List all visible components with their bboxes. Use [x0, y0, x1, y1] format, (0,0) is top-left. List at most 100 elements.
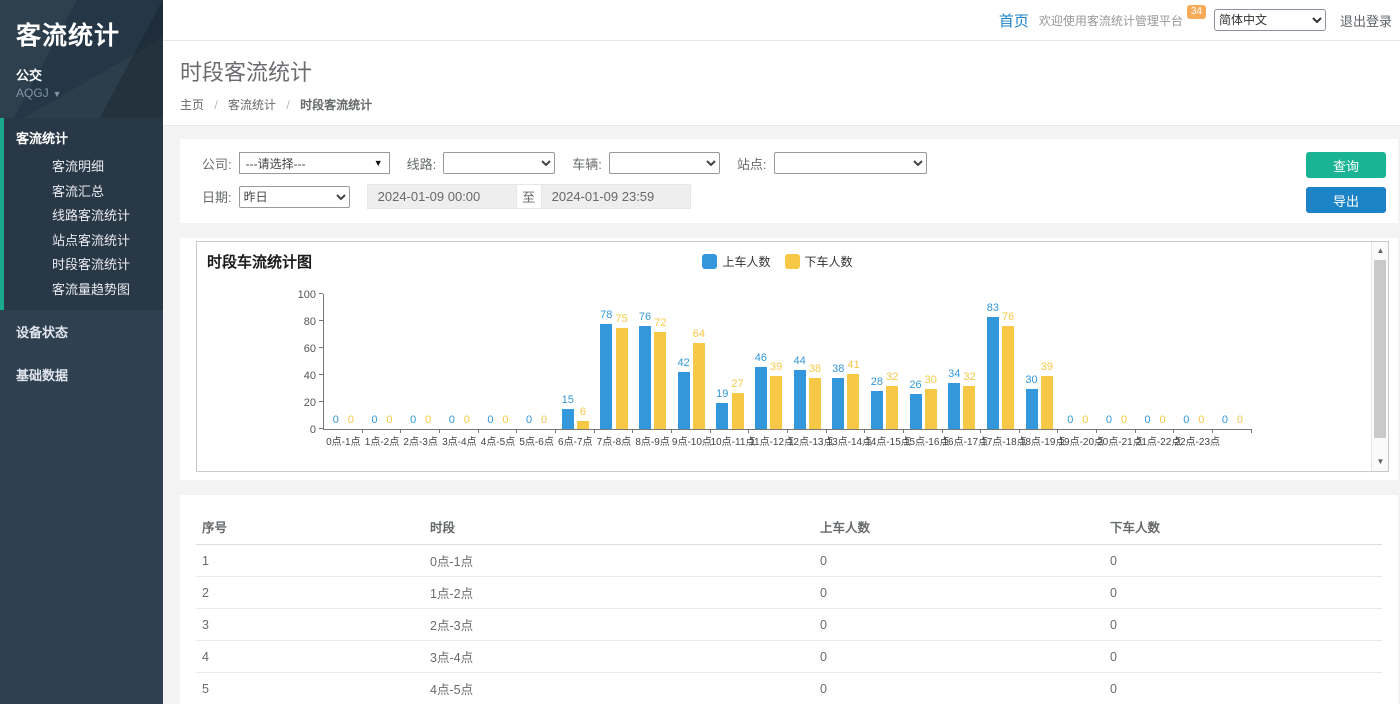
bar[interactable]: [909, 393, 922, 429]
bar[interactable]: [731, 392, 744, 429]
end-date-input[interactable]: [540, 184, 691, 209]
breadcrumb-separator: /: [214, 98, 218, 112]
time-period-table: 序号 时段 上车人数 下车人数 1 0点-1点 0 0 2 1点-2点 0 0 3 2点-3点 0 0…: [196, 509, 1382, 704]
scroll-down-icon[interactable]: ▼: [1376, 457, 1385, 466]
bar[interactable]: [963, 385, 976, 429]
company-select[interactable]: ---请选择--- ▼: [238, 152, 390, 174]
bar-value-label: 0: [541, 414, 548, 426]
bar-value-label: 6: [579, 405, 586, 418]
bar[interactable]: [832, 377, 845, 429]
bar-value-label: 0: [1183, 414, 1190, 426]
legend-item[interactable]: 下车人数: [784, 253, 853, 270]
bar-value-label: 34: [948, 368, 961, 381]
bar[interactable]: [638, 326, 651, 429]
bar-column: 32: [886, 371, 898, 429]
chart-scrollbar[interactable]: ▲ ▼: [1371, 242, 1388, 471]
cell-period: 1点-2点: [424, 576, 814, 609]
table-panel: 序号 时段 上车人数 下车人数 1 0点-1点 0 0 2 1点-2点 0 0 3 2点-3点 0 0…: [180, 495, 1398, 704]
bar[interactable]: [654, 331, 667, 429]
language-select[interactable]: 简体中文: [1213, 9, 1326, 31]
bar-group: 26 30: [904, 294, 943, 429]
station-select[interactable]: [773, 152, 927, 174]
bar[interactable]: [677, 372, 690, 429]
vehicle-label: 车辆:: [572, 156, 602, 172]
table-row[interactable]: 2 1点-2点 0 0: [196, 576, 1382, 609]
bar-value-label: 0: [1105, 414, 1113, 426]
bar[interactable]: [847, 373, 860, 429]
home-link[interactable]: 首页: [998, 12, 1029, 30]
bar[interactable]: [1040, 376, 1053, 429]
bar-value-label: 0: [1236, 414, 1243, 426]
xaxis-tick-label: 14点-15点: [865, 429, 911, 448]
breadcrumb-home[interactable]: 主页: [180, 98, 205, 112]
bar[interactable]: [692, 342, 705, 429]
bar[interactable]: [986, 316, 999, 429]
vehicle-select[interactable]: [608, 152, 720, 174]
table-row[interactable]: 1 0点-1点 0 0: [196, 544, 1382, 577]
cell-boarding: 0: [814, 608, 1104, 641]
line-select[interactable]: [443, 152, 556, 174]
bar[interactable]: [770, 376, 783, 429]
sidebar-subitem[interactable]: 客流明细: [52, 159, 105, 174]
sidebar-subitem[interactable]: 客流量趋势图: [52, 281, 131, 297]
bar-column: 0: [422, 414, 434, 429]
chart-title: 时段车流统计图: [207, 254, 313, 271]
bar-column: 27: [731, 378, 744, 429]
bar[interactable]: [615, 327, 628, 429]
bar-value-label: 0: [425, 414, 432, 426]
bar-column: 15: [562, 394, 574, 429]
xaxis-tick-label: 8点-9点: [633, 429, 672, 448]
sidebar-subitem[interactable]: 站点客流统计: [52, 232, 131, 248]
bar-value-label: 0: [448, 414, 455, 426]
bar[interactable]: [1002, 326, 1015, 429]
sidebar-item-device-status[interactable]: 设备状态: [16, 325, 69, 340]
table-row[interactable]: 4 3点-4点 0 0: [196, 640, 1382, 673]
bar[interactable]: [600, 323, 613, 429]
bar-value-label: 0: [1120, 414, 1128, 426]
sidebar-subitem[interactable]: 线路客流统计: [52, 208, 131, 223]
scroll-up-icon[interactable]: ▲: [1376, 246, 1385, 255]
table-row[interactable]: 5 4点-5点 0 0: [196, 672, 1382, 704]
date-range-select[interactable]: 昨日: [238, 185, 350, 208]
legend-label: 下车人数: [804, 255, 853, 269]
bar[interactable]: [924, 388, 937, 429]
logout-link[interactable]: 退出登录: [1339, 13, 1392, 29]
yaxis-tick-mark: [319, 320, 323, 321]
user-menu[interactable]: AQGJ ▼: [16, 86, 163, 100]
export-button[interactable]: 导出: [1306, 187, 1386, 213]
sidebar-item-base-data[interactable]: 基础数据: [16, 368, 69, 383]
bar-column: 0: [446, 414, 458, 429]
xaxis-tick-label: 2点-3点: [401, 429, 440, 448]
bar[interactable]: [948, 383, 961, 429]
notification-badge[interactable]: 34: [1186, 5, 1206, 19]
bar-column: 0: [368, 414, 380, 429]
bar-value-label: 38: [808, 362, 821, 375]
bar[interactable]: [561, 408, 574, 429]
bar[interactable]: [808, 377, 821, 429]
query-button[interactable]: 查询: [1306, 152, 1386, 178]
bar[interactable]: [886, 385, 899, 429]
bar[interactable]: [870, 391, 883, 429]
bar[interactable]: [1025, 388, 1038, 429]
filter-row-1: 公司: ---请选择--- ▼ 线路: 车辆: 站点:: [202, 152, 1298, 174]
legend-item[interactable]: 上车人数: [702, 253, 771, 270]
bar[interactable]: [576, 420, 589, 429]
table-row[interactable]: 3 2点-3点 0 0: [196, 608, 1382, 641]
bar[interactable]: [754, 366, 767, 429]
scrollbar-thumb[interactable]: [1374, 260, 1386, 438]
sidebar-subitem[interactable]: 时段客流统计: [52, 257, 131, 272]
bar[interactable]: [793, 369, 806, 429]
bar-value-label: 39: [1040, 361, 1053, 374]
sidebar-subitem[interactable]: 客流汇总: [52, 183, 105, 199]
bar-value-label: 72: [654, 316, 667, 329]
breadcrumb-passenger-stats[interactable]: 客流统计: [228, 98, 277, 112]
start-date-input[interactable]: [366, 184, 517, 209]
xaxis-tick-label: 22点-23点: [1174, 429, 1220, 448]
bar[interactable]: [716, 403, 729, 429]
sidebar-item-passenger-stats[interactable]: 客流统计: [16, 131, 69, 146]
bar-column: 39: [1041, 361, 1053, 429]
